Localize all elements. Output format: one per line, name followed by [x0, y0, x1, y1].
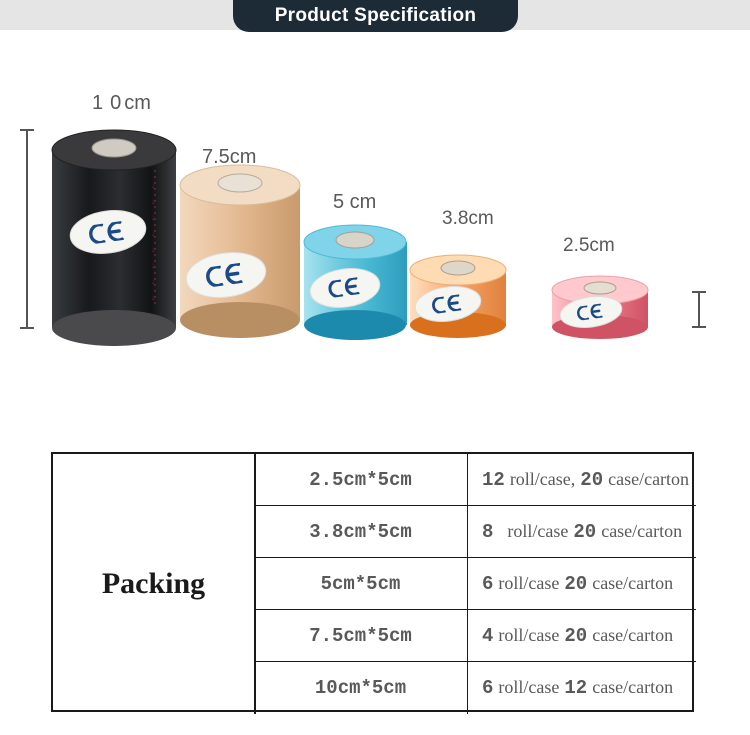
svg-text:10cm: 1 0 cm [92, 92, 151, 114]
svg-text:↓: ↓ [151, 261, 155, 270]
svg-text:↓: ↓ [151, 293, 155, 302]
svg-text:↓: ↓ [151, 245, 155, 254]
svg-text:↓: ↓ [151, 197, 155, 206]
svg-text:2.5cm: 2.5cm [563, 235, 615, 256]
svg-text:↓: ↓ [151, 181, 155, 190]
svg-text:7.5cm: 7.5cm [202, 146, 256, 168]
svg-text:5 cm: 5 cm [333, 191, 376, 213]
svg-text:3.8cm: 3.8cm [442, 208, 494, 229]
svg-text:↓: ↓ [151, 229, 155, 238]
svg-text:↓: ↓ [151, 277, 155, 286]
svg-text:↓: ↓ [151, 213, 155, 222]
